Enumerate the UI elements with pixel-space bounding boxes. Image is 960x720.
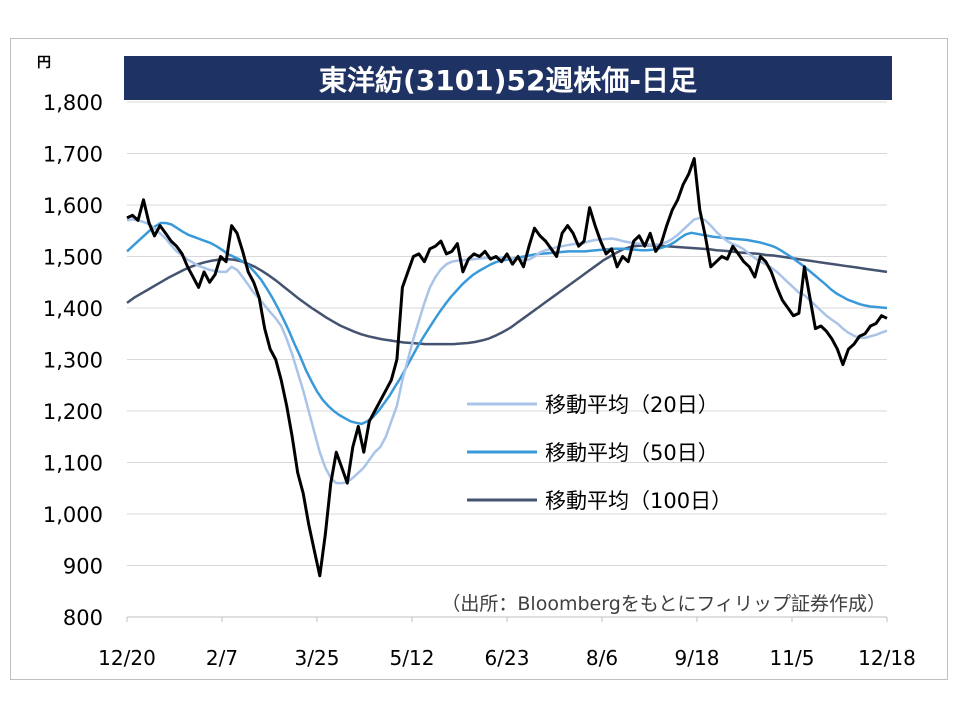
x-tick-label: 12/20 <box>98 646 156 670</box>
y-tick-label: 1,500 <box>43 246 103 270</box>
x-tick-label: 8/6 <box>586 646 618 670</box>
y-unit-label: 円 <box>37 55 51 71</box>
x-tick-label: 12/18 <box>858 646 916 670</box>
y-tick-label: 1,400 <box>43 297 103 321</box>
y-tick-label: 1,800 <box>43 91 103 115</box>
ma100-series <box>126 243 888 346</box>
x-tick-label: 3/25 <box>295 646 340 670</box>
x-tick-label: 9/18 <box>675 646 720 670</box>
legend-ma100-label: 移動平均（100日） <box>545 489 732 513</box>
x-tick-label: 5/12 <box>390 646 435 670</box>
x-axis: 12/20 2/7 3/25 5/12 6/23 8/6 9/18 11/5 12/18 <box>98 616 916 670</box>
chart-title: 東洋紡(3101)52週株価-日足 <box>319 64 697 97</box>
y-tick-label: 1,200 <box>43 400 103 424</box>
y-tick-label: 1,600 <box>43 194 103 218</box>
ma50-series <box>126 221 888 426</box>
y-tick-label: 900 <box>63 555 103 579</box>
source-note: （出所：Bloombergをもとにフィリップ証券作成） <box>441 593 886 615</box>
x-tick-label: 11/5 <box>770 646 815 670</box>
x-tick-label: 6/23 <box>485 646 530 670</box>
y-tick-label: 1,300 <box>43 349 103 373</box>
y-axis: 800 900 1,000 1,100 1,200 1,300 1,400 1,500 1,60… <box>43 91 103 630</box>
chart: 東洋紡(3101)52週株価-日足 円 800 900 1,000 1,100 1,20… <box>37 55 916 670</box>
legend-ma20-label: 移動平均（20日） <box>545 393 719 417</box>
y-tick-label: 1,000 <box>43 503 103 527</box>
legend: 移動平均（20日） 移動平均（50日） 移動平均（100日） <box>467 393 732 513</box>
x-tick-label: 2/7 <box>206 646 238 670</box>
ma20-series <box>126 216 888 485</box>
series-group <box>126 157 888 578</box>
y-tick-label: 800 <box>63 606 103 630</box>
title-banner <box>124 56 892 100</box>
y-tick-label: 1,100 <box>43 452 103 476</box>
chart-frame: 東洋紡(3101)52週株価-日足 円 800 900 1,000 1,100 1,20… <box>10 38 948 680</box>
y-tick-label: 1,700 <box>43 143 103 167</box>
price-series <box>126 157 888 578</box>
grid <box>127 101 887 618</box>
legend-ma50-label: 移動平均（50日） <box>545 441 719 465</box>
